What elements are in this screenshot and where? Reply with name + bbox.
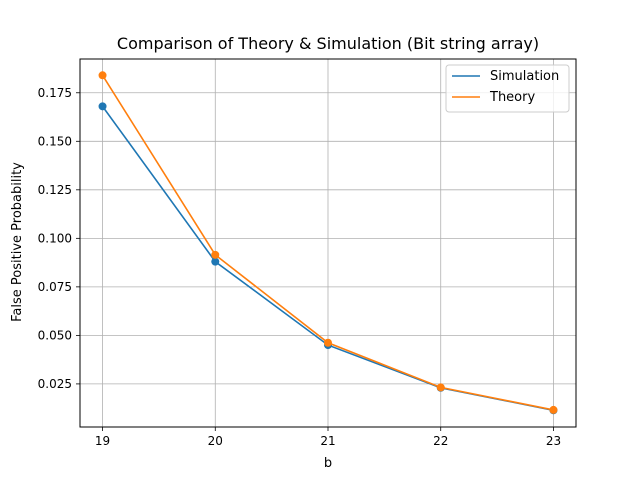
x-tick-label: 19	[95, 434, 110, 448]
legend-label: Simulation	[490, 69, 559, 84]
data-point	[436, 383, 445, 392]
legend-label: Theory	[489, 90, 535, 105]
y-tick-label: 0.050	[38, 328, 72, 342]
legend-item: Theory	[452, 90, 535, 105]
data-point	[98, 71, 107, 80]
y-tick-label: 0.100	[38, 231, 72, 245]
y-axis-label: False Positive Probability	[10, 162, 25, 322]
data-point	[324, 338, 332, 347]
y-tick-label: 0.075	[38, 280, 72, 294]
data-point	[98, 102, 107, 111]
y-tick-label: 0.125	[38, 183, 72, 197]
x-tick-label: 21	[320, 434, 335, 448]
x-tick-label: 20	[208, 434, 223, 448]
legend-item: Simulation	[452, 69, 559, 84]
series-theory	[98, 71, 558, 414]
y-tick-label: 0.025	[38, 377, 72, 391]
data-point	[211, 257, 220, 266]
chart-title: Comparison of Theory & Simulation (Bit s…	[117, 34, 539, 53]
legend: Simulation Theory	[445, 64, 570, 113]
x-axis: 19 20 21 22 23	[95, 427, 561, 448]
x-tick-label: 22	[433, 434, 448, 448]
grid	[80, 59, 576, 427]
y-axis: 0.025 0.050 0.075 0.100 0.125 0.150 0.175	[38, 86, 80, 391]
data-point	[549, 405, 558, 414]
x-tick-label: 23	[546, 434, 561, 448]
x-axis-label: b	[324, 456, 332, 471]
y-tick-label: 0.150	[38, 134, 72, 148]
series-layer	[98, 71, 558, 415]
data-point	[211, 250, 220, 259]
y-tick-label: 0.175	[38, 86, 72, 100]
